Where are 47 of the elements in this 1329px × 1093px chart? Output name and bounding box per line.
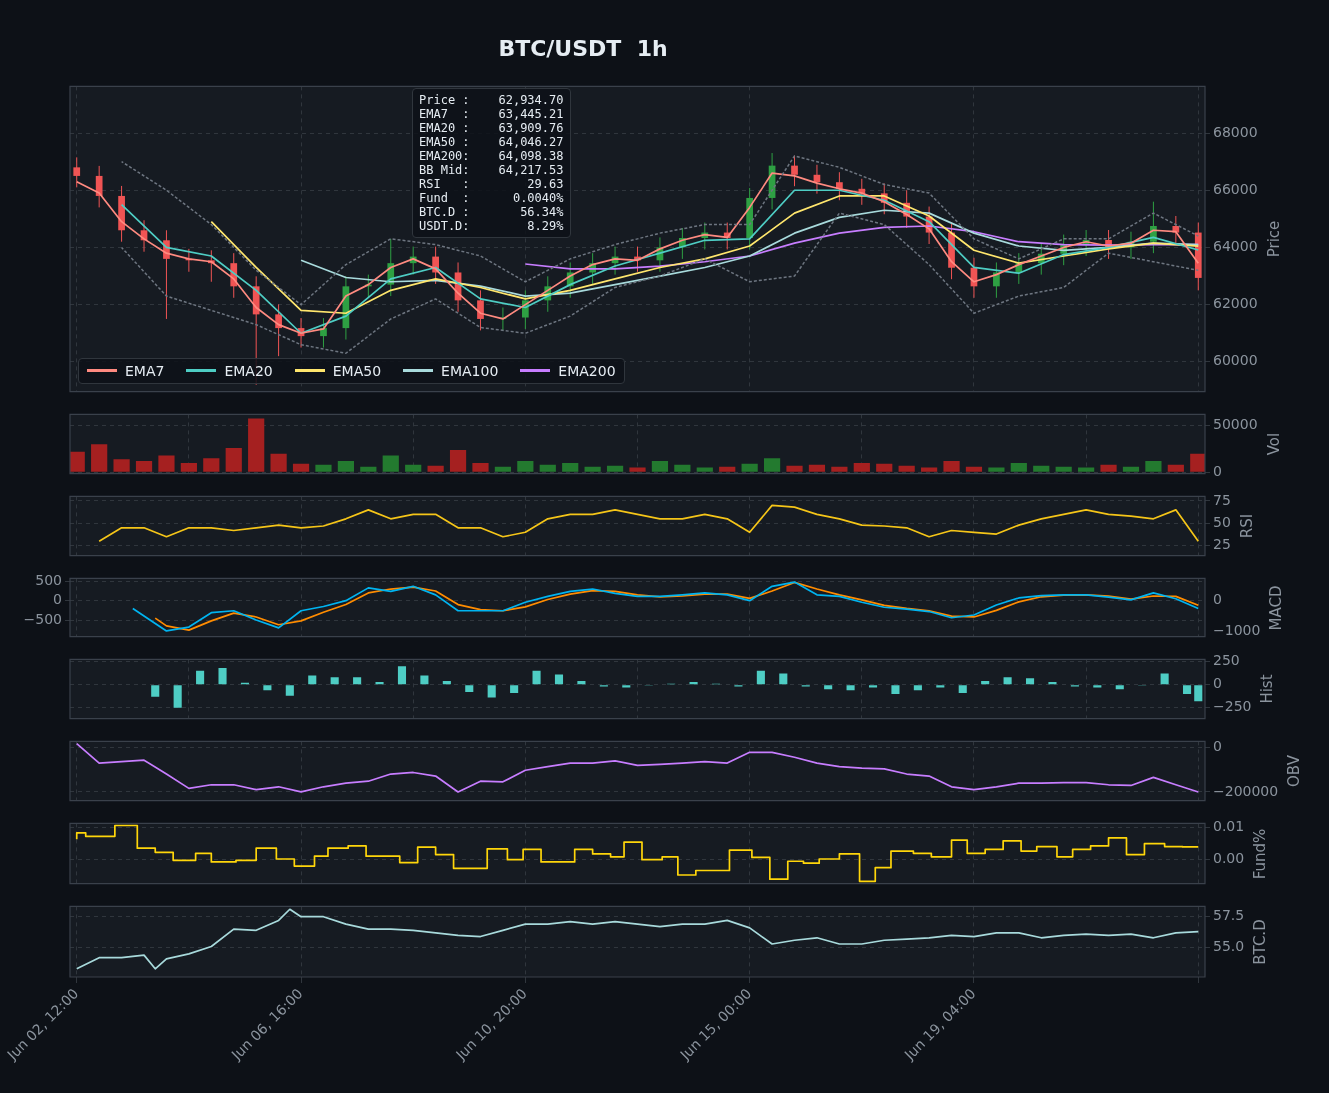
y-tick-label: 0: [53, 591, 62, 608]
y-axis-title: Vol: [1264, 432, 1283, 456]
y-axis-title: OBV: [1285, 755, 1304, 787]
y2-tick-label: −1000: [1213, 622, 1261, 639]
y-tick-label: 0.00: [1213, 850, 1245, 867]
y-axis-title: Fund%: [1251, 828, 1270, 879]
y-tick-label: −200000: [1213, 782, 1279, 799]
y-axis-title: RSI: [1237, 513, 1256, 539]
annotation: EMA20 : 63,909.76: [419, 121, 564, 136]
annotation: RSI : 29.63: [419, 177, 564, 192]
y-tick-label: 66000: [1213, 180, 1258, 197]
legend-label: EMA20: [224, 362, 273, 379]
y-tick-label: 60000: [1213, 352, 1258, 369]
annotation: EMA7 : 63,445.21: [419, 107, 564, 122]
y-tick-label: 75: [1213, 491, 1231, 508]
y-tick-label: 64000: [1213, 238, 1258, 255]
y-tick-label: 0.01: [1213, 818, 1245, 835]
annotation: BTC.D : 56.34%: [419, 205, 564, 220]
y-axis-title: BTC.D: [1251, 919, 1270, 965]
y-tick-label: 50: [1213, 513, 1231, 530]
y-tick-label: 0: [1213, 462, 1222, 479]
annotation: EMA200: 64,098.38: [419, 149, 564, 164]
y-tick-label: 50000: [1213, 416, 1258, 433]
y-tick-label: 55.0: [1213, 938, 1245, 955]
y-tick-label: −500: [23, 610, 62, 627]
y-tick-label: 57.5: [1213, 907, 1245, 924]
y-tick-label: 250: [1213, 652, 1240, 669]
annotation: USDT.D: 8.29%: [419, 219, 564, 234]
legend-label: EMA7: [125, 362, 165, 379]
legend-label: EMA50: [332, 362, 382, 379]
annotation: BB Mid: 64,217.53: [419, 163, 564, 178]
annotation: Fund : 0.0040%: [419, 191, 564, 206]
y-tick-label: 0: [1213, 737, 1222, 754]
y-tick-label: 0: [1213, 675, 1222, 692]
annotation: Price : 62,934.70: [419, 93, 564, 108]
y-tick-label: −250: [1213, 698, 1252, 715]
legend-label: EMA200: [558, 362, 616, 379]
y-tick-label: 500: [35, 571, 62, 588]
y-tick-label: 68000: [1213, 123, 1258, 140]
chart-title: BTC/USDT 1h: [497, 36, 669, 61]
y-axis-title: Hist: [1258, 674, 1277, 704]
legend-label: EMA100: [441, 362, 499, 379]
y2-axis-title: MACD: [1267, 585, 1286, 630]
annotation: EMA50 : 64,046.27: [419, 135, 564, 150]
y-tick-label: 62000: [1213, 295, 1258, 312]
y-tick-label: 25: [1213, 536, 1231, 553]
y-axis-title: Price: [1264, 220, 1283, 258]
